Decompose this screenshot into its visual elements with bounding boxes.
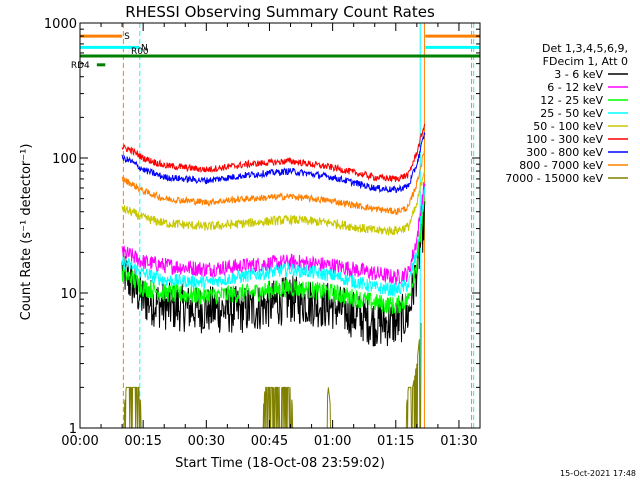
- y-axis-ticks: 1 10 100 1000: [44, 17, 480, 437]
- legend-entry-label: 3 - 6 keV: [554, 68, 603, 81]
- series-line: [121, 196, 425, 315]
- timestamp: 15-Oct-2021 17:48: [560, 469, 636, 478]
- legend: Det 1,3,4,5,6,9,FDecim 1, Att 03 - 6 keV…: [505, 42, 628, 185]
- series-line: [121, 132, 426, 194]
- legend-entry-label: 50 - 100 keV: [533, 120, 603, 133]
- vertical-markers: [79, 23, 475, 428]
- x-tick-label: 01:15: [377, 434, 414, 449]
- y-axis-label: Count Rate (s⁻¹ detector⁻¹): [19, 144, 34, 321]
- series-line: [121, 123, 426, 183]
- chart-title: RHESSI Observing Summary Count Rates: [125, 3, 435, 21]
- series-line: [121, 186, 426, 297]
- legend-header: Det 1,3,4,5,6,9,: [542, 42, 628, 55]
- legend-entry-label: 800 - 7000 keV: [519, 159, 603, 172]
- legend-entry-label: 100 - 300 keV: [526, 133, 603, 146]
- plot-frame: [79, 22, 481, 429]
- flag-label: R00: [131, 47, 149, 57]
- flag-label: S: [124, 32, 130, 42]
- series-line: [121, 169, 426, 237]
- legend-entry-label: 6 - 12 keV: [547, 81, 603, 94]
- legend-header: FDecim 1, Att 0: [543, 55, 628, 68]
- x-axis-ticks: 00:00 00:15 00:30 00:45 01:00 01:15 01:30: [61, 23, 478, 449]
- x-tick-label: 00:00: [61, 434, 98, 449]
- y-tick-label: 1000: [44, 17, 77, 32]
- legend-entry-label: 7000 - 15000 keV: [505, 172, 603, 185]
- flag-label: N: [141, 43, 148, 53]
- legend-entry-label: 25 - 50 keV: [540, 107, 603, 120]
- x-tick-label: 00:30: [188, 434, 225, 449]
- x-axis-label: Start Time (18-Oct-08 23:59:02): [175, 456, 385, 471]
- legend-entry-label: 300 - 800 keV: [526, 146, 603, 159]
- series-line: [121, 182, 426, 286]
- x-tick-label: 00:15: [124, 434, 161, 449]
- series-line: [121, 150, 426, 216]
- x-tick-label: 01:00: [314, 434, 351, 449]
- y-tick-label: 100: [52, 152, 77, 167]
- y-tick-label: 1: [69, 422, 77, 437]
- x-tick-label: 01:30: [440, 434, 477, 449]
- y-tick-label: 10: [60, 287, 77, 302]
- x-tick-label: 00:45: [251, 434, 288, 449]
- series-line: [121, 201, 426, 347]
- legend-entry-label: 12 - 25 keV: [540, 94, 603, 107]
- data-series: [121, 123, 426, 429]
